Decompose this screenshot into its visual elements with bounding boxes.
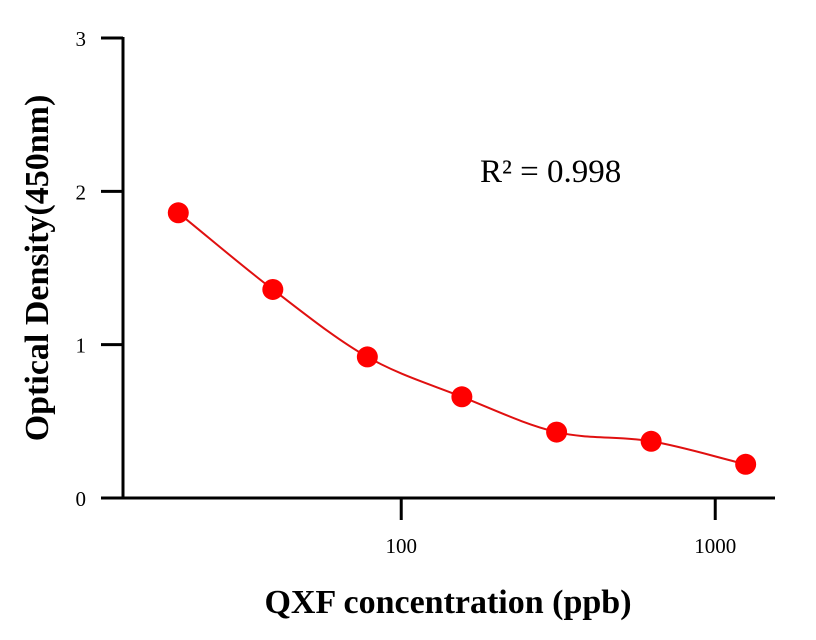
data-point xyxy=(167,202,189,224)
y-tick-label: 0 xyxy=(76,487,87,511)
y-tick-label: 2 xyxy=(76,180,87,204)
x-tick-label: 100 xyxy=(385,534,417,558)
data-point xyxy=(451,386,473,408)
data-point xyxy=(356,346,378,368)
axes xyxy=(101,36,775,520)
x-tick-label: 1000 xyxy=(694,534,736,558)
tick-labels: 0 1 2 3 100 1000 xyxy=(76,27,737,558)
fit-curve xyxy=(177,212,746,466)
data-point xyxy=(262,278,284,300)
y-tick-label: 3 xyxy=(76,27,87,51)
x-axis-title: QXF concentration (ppb) xyxy=(264,584,631,621)
data-points xyxy=(167,202,757,475)
y-axis-title: Optical Density(450nm) xyxy=(19,95,56,442)
data-point xyxy=(546,421,568,443)
y-tick-label: 1 xyxy=(76,334,87,358)
data-point xyxy=(640,430,662,452)
r-squared-annotation: R² = 0.998 xyxy=(480,154,621,190)
data-point xyxy=(735,453,757,475)
